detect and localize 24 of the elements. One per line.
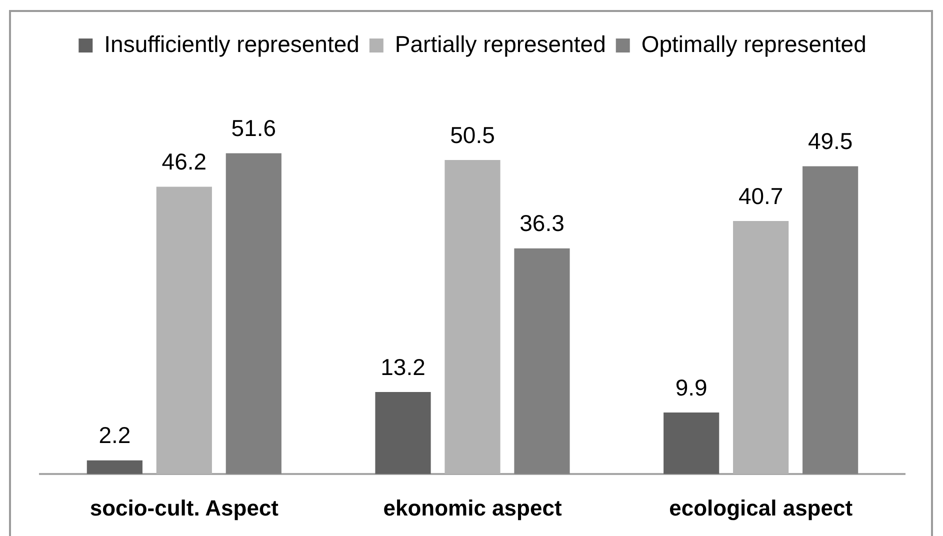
x-tick-label: ecological aspect [669,495,854,520]
bar [226,153,282,474]
data-label: 49.5 [808,128,853,154]
data-label: 36.3 [520,210,564,236]
legend-label: Insufficiently represented [104,30,360,57]
data-label: 2.2 [98,422,131,448]
bar [802,166,858,474]
data-label: 46.2 [162,148,207,175]
data-label: 9.9 [675,374,708,400]
data-label: 51.6 [231,115,276,142]
bar [664,412,720,474]
bar [375,392,431,474]
x-tick-label: ekonomic aspect [383,495,562,520]
legend-label: Optimally represented [641,30,866,57]
data-label: 40.7 [738,182,784,209]
x-tick-label: socio-cult. Aspect [90,495,280,520]
data-label: 50.5 [450,122,495,148]
legend-label: Partially represented [394,30,606,57]
bar [156,186,212,474]
bar [86,460,142,474]
data-label: 13.2 [380,354,426,380]
bar [733,220,789,474]
bar [444,160,500,474]
bar [514,248,570,474]
